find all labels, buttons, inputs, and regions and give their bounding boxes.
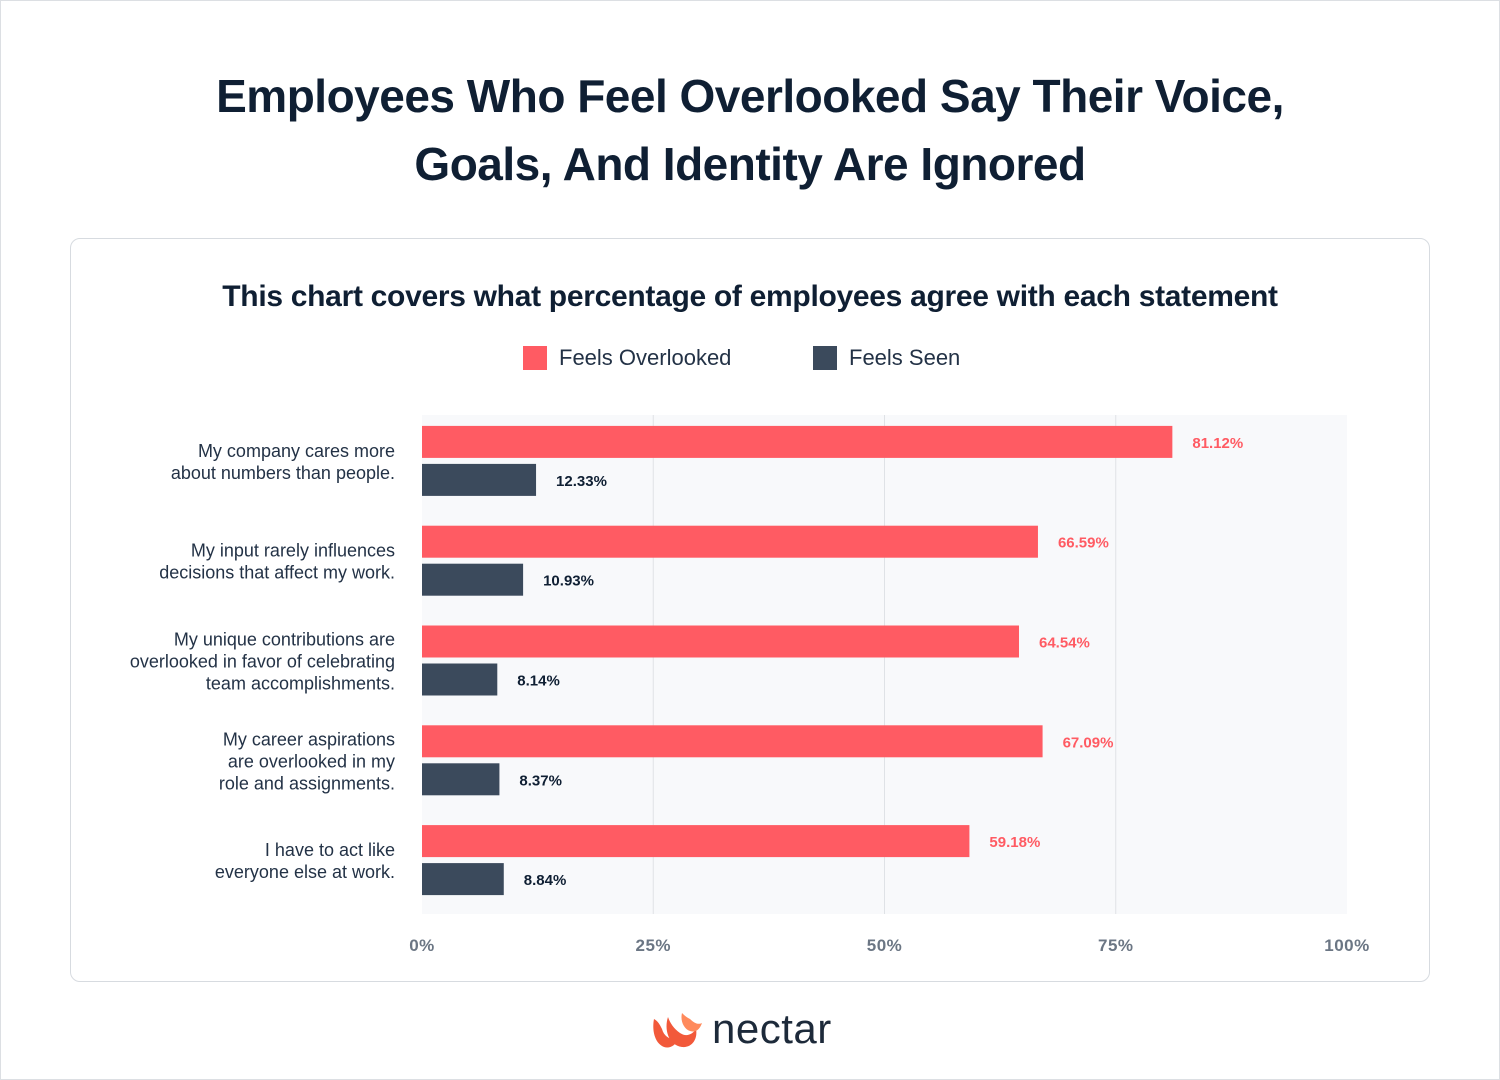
bar-feels-seen	[422, 563, 524, 596]
x-tick-label: 0%	[409, 936, 435, 955]
category-label: My company cares more	[198, 441, 395, 461]
legend-swatch-feels-seen	[813, 346, 837, 370]
x-tick-label: 25%	[635, 936, 671, 955]
x-tick-label: 75%	[1098, 936, 1134, 955]
bar-feels-overlooked	[422, 425, 1173, 458]
category-label: decisions that affect my work.	[159, 563, 395, 583]
category-label: role and assignments.	[219, 773, 395, 793]
category-label: about numbers than people.	[171, 463, 395, 483]
category-label: My input rarely influences	[191, 541, 395, 561]
data-label-feels-seen: 8.84%	[524, 872, 567, 889]
nectar-logo-icon	[653, 1013, 702, 1048]
data-label-feels-seen: 12.33%	[556, 473, 607, 490]
category-label: My unique contributions are	[174, 630, 395, 650]
category-label: I have to act like	[265, 840, 395, 860]
brand-name: nectar	[712, 1005, 832, 1052]
category-label: overlooked in favor of celebrating	[130, 652, 395, 672]
bar-feels-seen	[422, 763, 500, 796]
bar-feels-overlooked	[422, 725, 1043, 758]
x-tick-label: 100%	[1324, 936, 1369, 955]
data-label-feels-seen: 10.93%	[543, 573, 594, 590]
chart-legend: Feels Overlooked Feels Seen	[0, 344, 1500, 374]
x-tick-label: 50%	[867, 936, 903, 955]
legend-swatch-feels-overlooked	[523, 346, 547, 370]
data-label-feels-overlooked: 81.12%	[1192, 435, 1243, 452]
page-title-line-2: Goals, And Identity Are Ignored	[414, 138, 1086, 190]
page-title-line-1: Employees Who Feel Overlooked Say Their …	[216, 70, 1284, 122]
data-label-feels-overlooked: 66.59%	[1058, 535, 1109, 552]
data-label-feels-overlooked: 64.54%	[1039, 635, 1090, 652]
bar-feels-overlooked	[422, 625, 1019, 658]
category-label: everyone else at work.	[215, 862, 395, 882]
bar-feels-overlooked	[422, 825, 970, 858]
bar-feels-seen	[422, 463, 537, 496]
page-title: Employees Who Feel Overlooked Say Their …	[0, 62, 1500, 198]
category-label: My career aspirations	[223, 729, 395, 749]
bar-feels-overlooked	[422, 525, 1038, 558]
data-label-feels-seen: 8.14%	[517, 673, 560, 690]
category-label: team accomplishments.	[206, 674, 395, 694]
bar-feels-seen	[422, 663, 498, 696]
data-label-feels-overlooked: 67.09%	[1063, 734, 1114, 751]
nectar-logo: nectar	[650, 1005, 860, 1053]
data-label-feels-overlooked: 59.18%	[989, 834, 1040, 851]
data-label-feels-seen: 8.37%	[519, 772, 562, 789]
category-label: are overlooked in my	[228, 751, 395, 771]
chart-title: This chart covers what percentage of emp…	[222, 280, 1278, 313]
bar-feels-seen	[422, 863, 504, 896]
legend-label-feels-seen: Feels Seen	[849, 345, 961, 370]
legend-label-feels-overlooked: Feels Overlooked	[559, 345, 732, 370]
